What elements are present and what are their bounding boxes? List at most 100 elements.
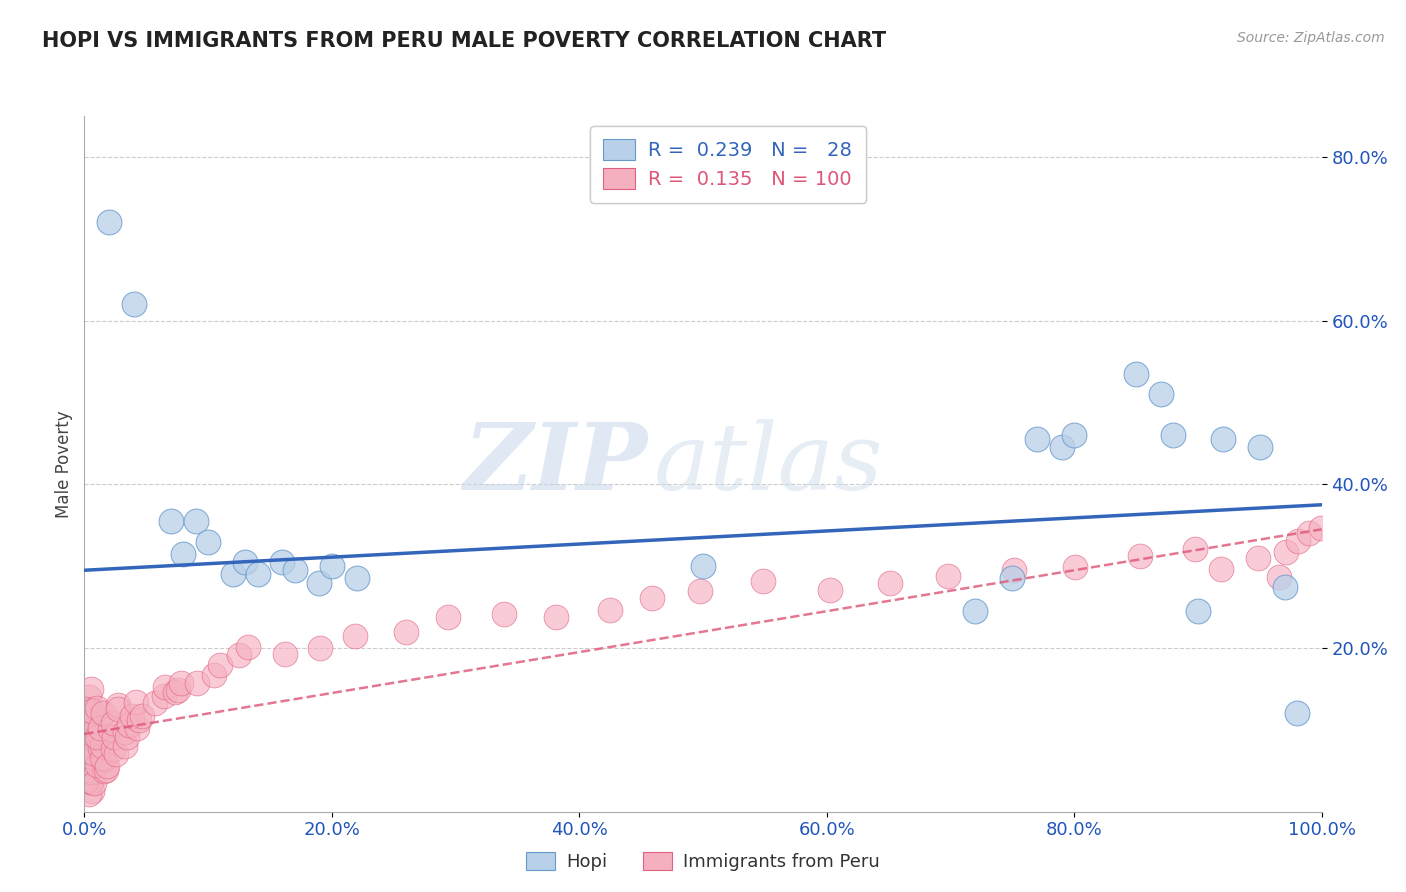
Point xyxy=(1150,387,1173,401)
Point xyxy=(80,703,103,717)
Point xyxy=(1002,563,1025,577)
Point xyxy=(101,742,124,756)
Point xyxy=(344,629,367,643)
Point xyxy=(79,738,101,752)
Point xyxy=(122,297,145,311)
Point xyxy=(1309,521,1331,535)
Point xyxy=(80,705,103,719)
Text: HOPI VS IMMIGRANTS FROM PERU MALE POVERTY CORRELATION CHART: HOPI VS IMMIGRANTS FROM PERU MALE POVERT… xyxy=(42,31,886,51)
Point xyxy=(107,698,129,712)
Point xyxy=(77,763,100,777)
Point xyxy=(246,567,269,582)
Point xyxy=(101,716,124,731)
Point xyxy=(202,667,225,681)
Point xyxy=(689,584,711,599)
Point xyxy=(84,721,107,735)
Point xyxy=(197,534,219,549)
Point xyxy=(271,555,294,569)
Point xyxy=(233,555,256,569)
Point xyxy=(1050,441,1073,455)
Point xyxy=(80,681,103,696)
Point xyxy=(228,648,250,663)
Point xyxy=(752,574,775,588)
Point xyxy=(82,706,104,721)
Point xyxy=(172,547,194,561)
Point xyxy=(90,739,112,753)
Point xyxy=(1161,428,1184,442)
Point xyxy=(89,741,111,756)
Point xyxy=(79,748,101,763)
Point xyxy=(73,772,96,787)
Point xyxy=(818,582,841,597)
Point xyxy=(98,215,121,229)
Point xyxy=(76,756,98,770)
Point xyxy=(72,774,94,789)
Point xyxy=(1063,560,1085,574)
Point xyxy=(160,514,183,528)
Point xyxy=(1274,580,1296,594)
Point xyxy=(77,787,100,801)
Point xyxy=(170,675,193,690)
Point xyxy=(118,717,141,731)
Point xyxy=(128,713,150,727)
Point xyxy=(599,603,621,617)
Point xyxy=(82,764,104,779)
Point xyxy=(1247,550,1270,565)
Point xyxy=(1298,526,1320,541)
Point xyxy=(1249,441,1271,455)
Point xyxy=(80,774,103,789)
Point xyxy=(1026,432,1049,446)
Text: Source: ZipAtlas.com: Source: ZipAtlas.com xyxy=(1237,31,1385,45)
Point xyxy=(1184,542,1206,557)
Text: atlas: atlas xyxy=(654,419,883,508)
Point xyxy=(82,723,104,737)
Point xyxy=(93,752,115,766)
Point xyxy=(103,730,125,744)
Point xyxy=(105,747,128,761)
Point xyxy=(86,724,108,739)
Point xyxy=(163,685,186,699)
Point xyxy=(82,746,104,760)
Point xyxy=(274,647,297,661)
Point xyxy=(86,701,108,715)
Point xyxy=(91,706,114,720)
Point xyxy=(77,714,100,728)
Point xyxy=(1187,604,1209,618)
Point xyxy=(222,567,245,582)
Point xyxy=(107,702,129,716)
Point xyxy=(127,721,149,735)
Point xyxy=(145,696,167,710)
Point xyxy=(1001,571,1024,585)
Point xyxy=(115,730,138,744)
Legend: Hopi, Immigrants from Peru: Hopi, Immigrants from Peru xyxy=(519,845,887,879)
Point xyxy=(79,772,101,787)
Point xyxy=(91,751,114,765)
Legend: R =  0.239   N =   28, R =  0.135   N = 100: R = 0.239 N = 28, R = 0.135 N = 100 xyxy=(591,126,866,203)
Point xyxy=(77,703,100,717)
Point xyxy=(86,731,108,745)
Point xyxy=(395,625,418,640)
Point xyxy=(152,689,174,703)
Point xyxy=(76,736,98,750)
Point xyxy=(84,757,107,772)
Point xyxy=(1129,549,1152,563)
Point xyxy=(114,739,136,753)
Point xyxy=(692,559,714,574)
Point xyxy=(114,724,136,739)
Point xyxy=(75,774,97,789)
Point xyxy=(80,765,103,780)
Point xyxy=(308,640,330,655)
Point xyxy=(94,763,117,777)
Point xyxy=(153,680,176,694)
Point xyxy=(544,610,567,624)
Point xyxy=(86,758,108,772)
Point xyxy=(321,559,343,574)
Point xyxy=(75,729,97,743)
Point xyxy=(308,575,330,590)
Point xyxy=(494,607,516,621)
Point xyxy=(131,708,153,723)
Point xyxy=(121,709,143,723)
Point xyxy=(1286,534,1309,549)
Point xyxy=(1285,706,1308,721)
Point xyxy=(167,682,190,697)
